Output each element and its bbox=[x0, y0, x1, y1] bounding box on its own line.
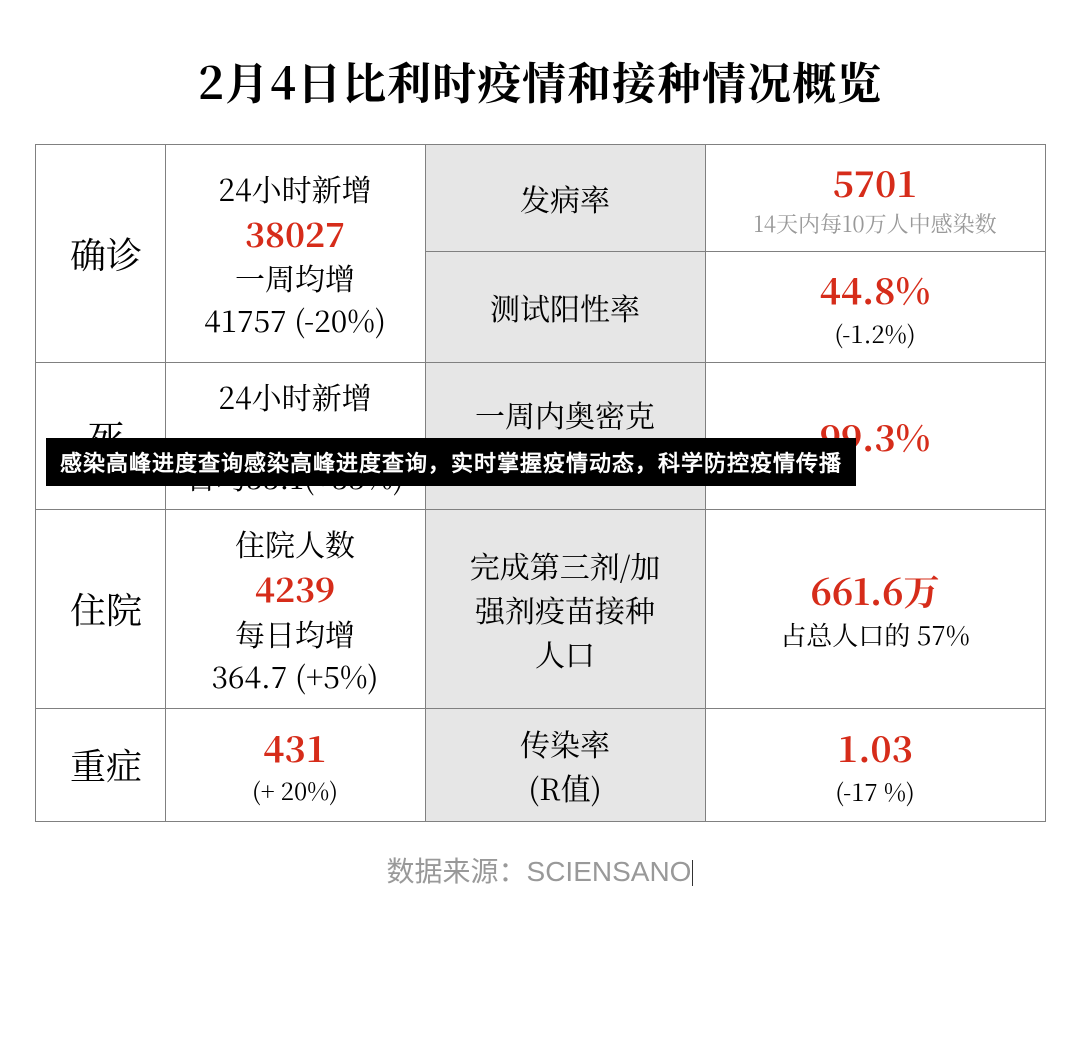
hospital-count-value: 4239 bbox=[174, 564, 417, 612]
confirmed-24h-value: 38027 bbox=[174, 209, 417, 257]
hospital-count-label: 住院人数 bbox=[174, 522, 417, 564]
page: 2月4日比利时疫情和接种情况概览 确诊 24小时新增 38027 一周均增 41… bbox=[0, 0, 1080, 1049]
booster-label-cell: 完成第三剂/加 强剂疫苗接种 人口 bbox=[425, 510, 705, 709]
r-sub: (-17 %) bbox=[714, 773, 1037, 808]
source-prefix: 数据来源： bbox=[387, 856, 527, 887]
table-row: 确诊 24小时新增 38027 一周均增 41757 (-20%) 发病率 57… bbox=[35, 145, 1045, 252]
confirmed-left-cell: 24小时新增 38027 一周均增 41757 (-20%) bbox=[165, 145, 425, 363]
booster-label-l3: 人口 bbox=[434, 631, 697, 675]
booster-value-cell: 661.6万 占总人口的 57% bbox=[705, 510, 1045, 709]
icu-left-cell: 431 (+ 20%) bbox=[165, 708, 425, 821]
confirmed-week-label: 一周均增 bbox=[174, 256, 417, 298]
hospital-avg-value: 364.7 (+5%) bbox=[174, 654, 417, 696]
table-row: 重症 431 (+ 20%) 传染率 (R值) 1.03 (-17 %) bbox=[35, 708, 1045, 821]
hospital-avg-label: 每日均增 bbox=[174, 612, 417, 654]
table-row: 住院 住院人数 4239 每日均增 364.7 (+5%) 完成第三剂/加 强剂… bbox=[35, 510, 1045, 709]
confirmed-week-value: 41757 (-20%) bbox=[174, 298, 417, 340]
page-title: 2月4日比利时疫情和接种情况概览 bbox=[30, 48, 1050, 112]
positivity-sub: (-1.2%) bbox=[714, 315, 1037, 350]
overlay-banner: 感染高峰进度查询感染高峰进度查询，实时掌握疫情动态，科学防控疫情传播 bbox=[46, 438, 856, 486]
row-label-hospital: 住院 bbox=[35, 510, 165, 709]
table-row: 死 24小时新增 日均33.1(+35%) 一周内奥密克 戎感染比例 99.3% bbox=[35, 363, 1045, 510]
death-left-cell: 24小时新增 日均33.1(+35%) bbox=[165, 363, 425, 510]
omicron-value-cell: 99.3% bbox=[705, 363, 1045, 510]
positivity-cell: 44.8% (-1.2%) bbox=[705, 252, 1045, 363]
incidence-sub: 14天内每10万人中感染数 bbox=[714, 208, 1037, 239]
omicron-label-cell: 一周内奥密克 戎感染比例 bbox=[425, 363, 705, 510]
confirmed-24h-label: 24小时新增 bbox=[174, 167, 417, 209]
hospital-left-cell: 住院人数 4239 每日均增 364.7 (+5%) bbox=[165, 510, 425, 709]
booster-label-l1: 完成第三剂/加 bbox=[434, 543, 697, 587]
icu-value: 431 bbox=[174, 723, 417, 773]
positivity-label: 测试阳性率 bbox=[425, 252, 705, 363]
incidence-value: 5701 bbox=[714, 157, 1037, 208]
r-value-cell: 1.03 (-17 %) bbox=[705, 708, 1045, 821]
positivity-value: 44.8% bbox=[714, 264, 1037, 315]
source-line: 数据来源：SCIENSANO bbox=[30, 850, 1050, 890]
row-label-death: 死 bbox=[35, 363, 165, 510]
incidence-cell: 5701 14天内每10万人中感染数 bbox=[705, 145, 1045, 252]
incidence-label: 发病率 bbox=[425, 145, 705, 252]
row-label-confirmed: 确诊 bbox=[35, 145, 165, 363]
omicron-label-l1: 一周内奥密克 bbox=[434, 392, 697, 436]
icu-sub: (+ 20%) bbox=[174, 773, 417, 807]
row-label-icu: 重症 bbox=[35, 708, 165, 821]
source-name: SCIENSANO bbox=[527, 856, 692, 887]
booster-sub: 占总人口的 57% bbox=[714, 616, 1037, 653]
booster-value: 661.6万 bbox=[714, 565, 1037, 616]
death-24h-label: 24小时新增 bbox=[174, 375, 417, 417]
r-label-cell: 传染率 (R值) bbox=[425, 708, 705, 821]
booster-label-l2: 强剂疫苗接种 bbox=[434, 587, 697, 631]
r-label-l1: 传染率 bbox=[434, 721, 697, 765]
r-label-l2: (R值) bbox=[434, 765, 697, 809]
r-value: 1.03 bbox=[714, 722, 1037, 773]
text-cursor bbox=[692, 860, 693, 886]
